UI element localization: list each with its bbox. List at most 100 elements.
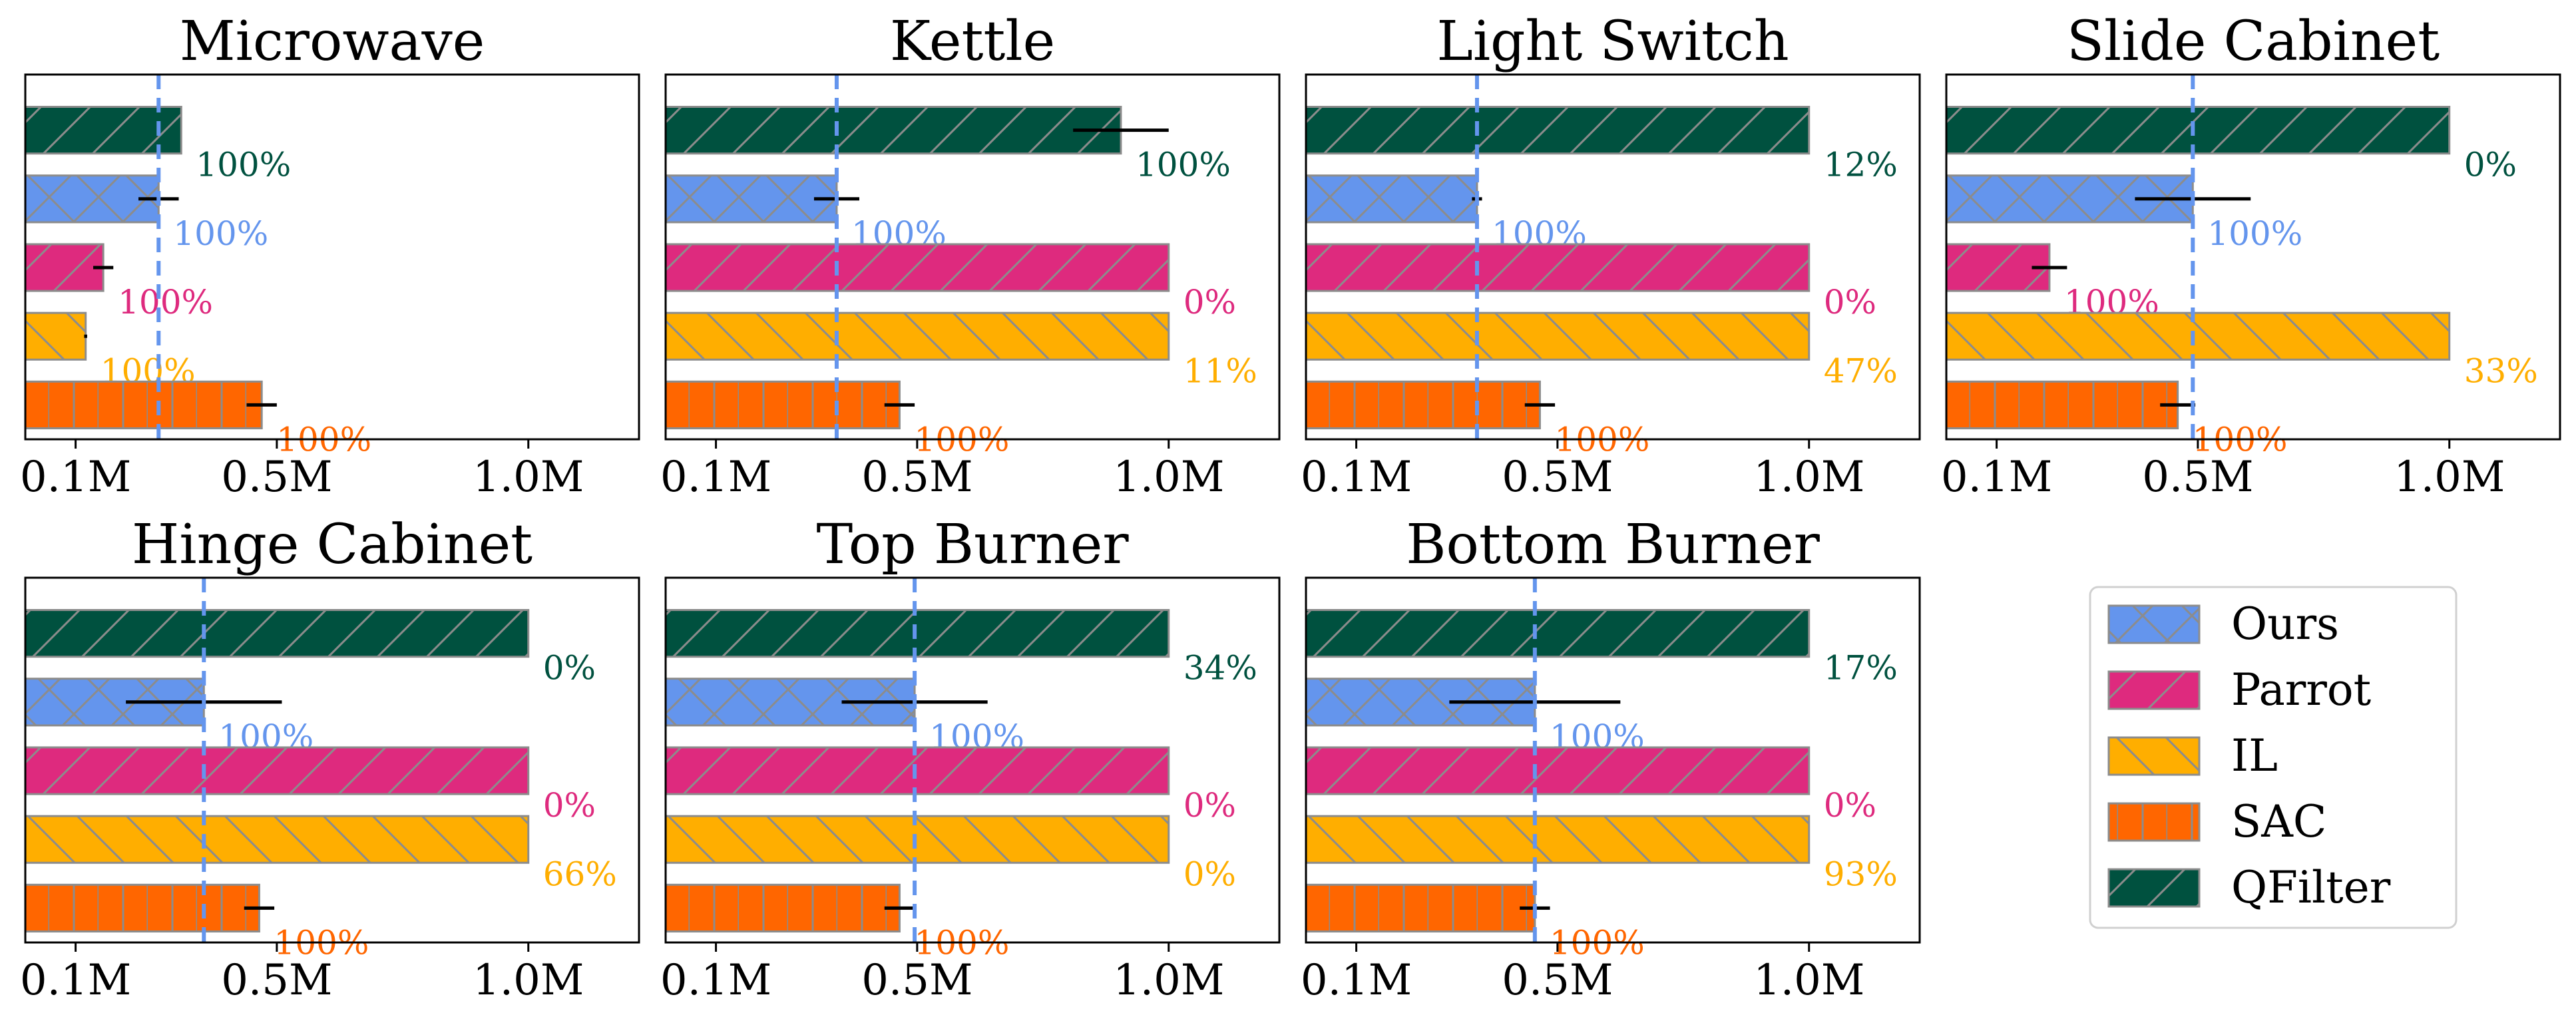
- axes-frame: [664, 73, 1281, 441]
- bar-parrot: [664, 243, 1170, 292]
- legend-label-il: IL: [2231, 730, 2278, 781]
- data-label-qfilter: 100%: [1136, 146, 1231, 184]
- bar-il: [1945, 311, 2451, 361]
- bar-qfilter: [664, 609, 1170, 658]
- legend-swatch-parrot: [2107, 670, 2201, 710]
- legend-label-parrot: Parrot: [2231, 664, 2371, 715]
- x-tick-label: 1.0M: [1753, 956, 1864, 1005]
- x-tick-label: 1.0M: [1113, 453, 1224, 502]
- data-label-qfilter: 100%: [196, 146, 291, 184]
- data-label-il: 47%: [1824, 351, 1898, 390]
- x-tick-label: 0.1M: [20, 453, 131, 502]
- bar-parrot: [1305, 243, 1811, 292]
- bar-qfilter: [1945, 106, 2451, 155]
- data-label-il: 0%: [1183, 855, 1236, 893]
- x-tick-label: 1.0M: [2394, 453, 2505, 502]
- data-label-il: 11%: [1183, 351, 1257, 390]
- bar-il: [1305, 815, 1811, 864]
- bar-il: [24, 815, 530, 864]
- panel-title: Slide Cabinet: [2067, 10, 2440, 73]
- legend-label-sac: SAC: [2231, 796, 2326, 847]
- bar-il: [664, 311, 1170, 361]
- data-label-parrot: 0%: [1183, 786, 1236, 825]
- axes-frame: [24, 576, 640, 944]
- panel-title: Microwave: [180, 10, 485, 73]
- axes-frame: [664, 576, 1281, 944]
- x-tick-label: 0.1M: [1301, 453, 1412, 502]
- panel-title: Light Switch: [1436, 10, 1789, 73]
- bar-sac: [664, 883, 901, 932]
- data-label-parrot: 100%: [118, 283, 213, 321]
- data-label-parrot: 0%: [1824, 283, 1876, 321]
- x-tick-label: 0.1M: [660, 956, 771, 1005]
- axes-frame: [24, 73, 640, 441]
- legend-label-ours: Ours: [2231, 598, 2339, 650]
- chart-panels: 100% 100% 100% 100% 100% 0.1M 0.5M 1.0M Microwav…: [20, 10, 2561, 1005]
- data-label-parrot: 0%: [1183, 283, 1236, 321]
- data-label-ours: 100%: [173, 214, 268, 253]
- data-label-il: 93%: [1824, 855, 1898, 893]
- data-label-qfilter: 34%: [1183, 649, 1257, 688]
- bar-parrot: [24, 746, 530, 795]
- bar-parrot: [1305, 746, 1811, 795]
- legend-swatch-ours: [2107, 604, 2201, 644]
- bar-parrot: [664, 746, 1170, 795]
- bar-parrot: [24, 243, 105, 292]
- bar-ours: [664, 174, 838, 224]
- legend-label-qfilter: QFilter: [2231, 862, 2391, 913]
- x-tick-label: 1.0M: [1113, 956, 1224, 1005]
- bar-sac: [24, 380, 263, 429]
- bar-qfilter: [24, 609, 530, 658]
- bar-sac: [1305, 883, 1536, 932]
- x-tick-label: 0.1M: [1301, 956, 1412, 1005]
- x-tick-label: 0.1M: [20, 956, 131, 1005]
- x-tick-label: 0.5M: [221, 453, 332, 502]
- data-label-qfilter: 0%: [543, 649, 596, 688]
- bar-il: [24, 311, 87, 361]
- data-label-ours: 100%: [2207, 214, 2302, 253]
- x-tick-label: 0.5M: [221, 956, 332, 1005]
- x-tick-label: 0.5M: [2142, 453, 2253, 502]
- data-label-il: 66%: [543, 855, 617, 893]
- x-tick-label: 1.0M: [473, 956, 584, 1005]
- x-tick-label: 0.1M: [660, 453, 771, 502]
- legend: Ours Parrot IL SAC QFilter: [2089, 586, 2458, 929]
- bar-qfilter: [1305, 106, 1811, 155]
- bar-qfilter: [664, 106, 1122, 155]
- x-tick-label: 0.5M: [861, 453, 972, 502]
- bar-il: [1305, 311, 1811, 361]
- bar-qfilter: [1305, 609, 1811, 658]
- panel-title: Kettle: [890, 10, 1055, 73]
- x-tick-label: 0.5M: [1502, 956, 1613, 1005]
- axes-frame: [1305, 73, 1921, 441]
- data-label-qfilter: 0%: [2464, 146, 2517, 184]
- data-label-parrot: 0%: [1824, 786, 1876, 825]
- panel-microwave: 100%100%100%100%100%0.1M 0.5M 1.0MMicrowav…: [20, 10, 640, 502]
- x-tick-label: 1.0M: [1753, 453, 1864, 502]
- panel-title: Top Burner: [816, 513, 1129, 576]
- data-label-il: 33%: [2464, 351, 2538, 390]
- data-label-qfilter: 12%: [1824, 146, 1898, 184]
- axes-frame: [1305, 576, 1921, 944]
- bar-ours: [1305, 174, 1478, 224]
- legend-swatch-sac: [2107, 802, 2201, 842]
- bar-ours: [24, 174, 160, 224]
- legend-swatch-il: [2107, 736, 2201, 776]
- bar-il: [664, 815, 1170, 864]
- x-tick-label: 1.0M: [473, 453, 584, 502]
- data-label-qfilter: 17%: [1824, 649, 1898, 688]
- x-tick-label: 0.5M: [861, 956, 972, 1005]
- bar-sac: [1945, 380, 2179, 429]
- bar-sac: [1305, 380, 1541, 429]
- panel-title: Bottom Burner: [1406, 513, 1820, 576]
- legend-swatch-qfilter: [2107, 868, 2201, 908]
- x-tick-label: 0.1M: [1941, 453, 2052, 502]
- panel-title: Hinge Cabinet: [132, 513, 533, 576]
- data-label-parrot: 0%: [543, 786, 596, 825]
